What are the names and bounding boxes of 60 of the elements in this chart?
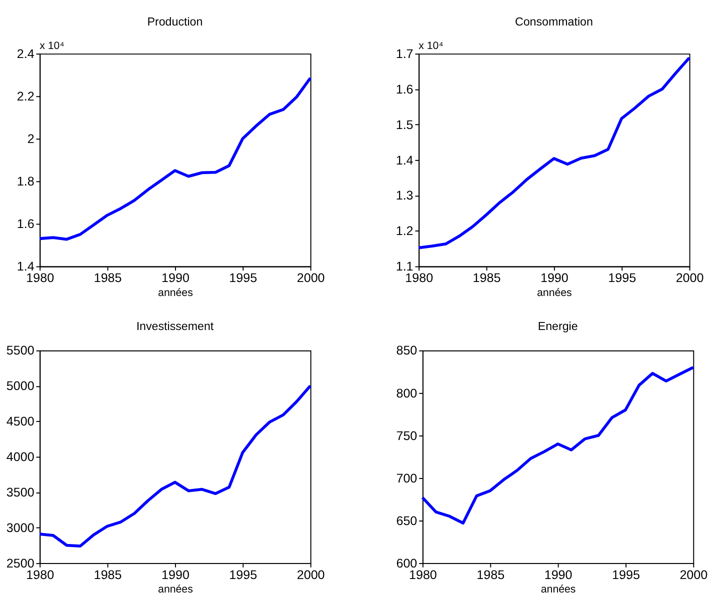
y-tick-label: 1.2 xyxy=(396,224,414,238)
y-tick-label: 750 xyxy=(396,428,418,443)
chart-title: Energie xyxy=(538,320,578,334)
x-tick-label: 1980 xyxy=(26,568,54,582)
x-tick-label: 1985 xyxy=(94,568,122,582)
x-tick-label: 1985 xyxy=(476,568,505,582)
y-tick-label: 2.4 xyxy=(16,46,34,61)
y-tick-label: 1.3 xyxy=(396,188,414,203)
y-tick-label: 1.6 xyxy=(396,82,414,96)
y-tick-label: 1.4 xyxy=(16,260,34,274)
x-tick-label: 2000 xyxy=(296,271,325,286)
x-tick-label: 1985 xyxy=(94,271,122,286)
line-series xyxy=(417,56,691,250)
x-tick-label: 1980 xyxy=(405,271,434,286)
x-tick-label: 2000 xyxy=(676,271,704,286)
y-tick-label: 2.2 xyxy=(16,89,34,104)
x-axis-title: années xyxy=(158,584,193,596)
chart-title: Production xyxy=(147,16,203,29)
x-tick-label: 1980 xyxy=(408,568,437,582)
y-tick-label: 4000 xyxy=(6,450,34,464)
line-series xyxy=(421,366,695,525)
x-tick-label: 1990 xyxy=(540,271,568,286)
y-tick-label: 2500 xyxy=(6,556,34,570)
x-axis-title: années xyxy=(537,286,572,299)
y-tick-label: 5000 xyxy=(6,379,34,394)
y-tick-label: 1.1 xyxy=(396,260,414,274)
y-tick-label: 800 xyxy=(396,386,418,400)
y-tick-label: 850 xyxy=(396,344,418,358)
x-axis-title: années xyxy=(158,286,193,299)
x-tick-label: 2000 xyxy=(296,568,325,582)
x-tick-label: 1985 xyxy=(472,271,501,286)
x-tick-label: 1995 xyxy=(229,271,258,286)
x-tick-label: 1995 xyxy=(229,568,258,582)
y-tick-label: 1.6 xyxy=(16,217,34,232)
text: x 10⁴ xyxy=(40,40,65,52)
chart-title: Consommation xyxy=(514,16,593,29)
x-tick-label: 1990 xyxy=(162,271,190,286)
y-tick-label: 1.8 xyxy=(16,174,34,189)
y-tick-label: 650 xyxy=(396,514,418,528)
x-tick-label: 2000 xyxy=(680,568,708,582)
y-tick-label: 2 xyxy=(27,132,34,146)
y-tick-label: 3500 xyxy=(6,486,34,500)
x-tick-label: 1995 xyxy=(612,568,640,582)
y-tick-label: 1.7 xyxy=(396,46,414,61)
x-tick-label: 1990 xyxy=(544,568,572,582)
line-series xyxy=(38,384,312,548)
x-tick-label: 1990 xyxy=(162,568,190,582)
y-tick-label: 700 xyxy=(396,471,418,486)
y-tick-label: 600 xyxy=(396,556,418,570)
y-tick-label: 1.5 xyxy=(396,118,414,132)
y-tick-label: 3000 xyxy=(6,520,34,535)
text: x 10⁴ xyxy=(418,40,444,52)
x-tick-label: 1995 xyxy=(608,271,636,286)
x-tick-label: 1980 xyxy=(26,271,54,286)
y-tick-label: 5500 xyxy=(6,344,34,358)
line-series xyxy=(38,76,312,241)
chart-title: Investissement xyxy=(136,320,214,334)
y-tick-label: 4500 xyxy=(6,414,34,429)
y-tick-label: 1.4 xyxy=(396,153,414,168)
x-axis-title: années xyxy=(540,584,576,596)
